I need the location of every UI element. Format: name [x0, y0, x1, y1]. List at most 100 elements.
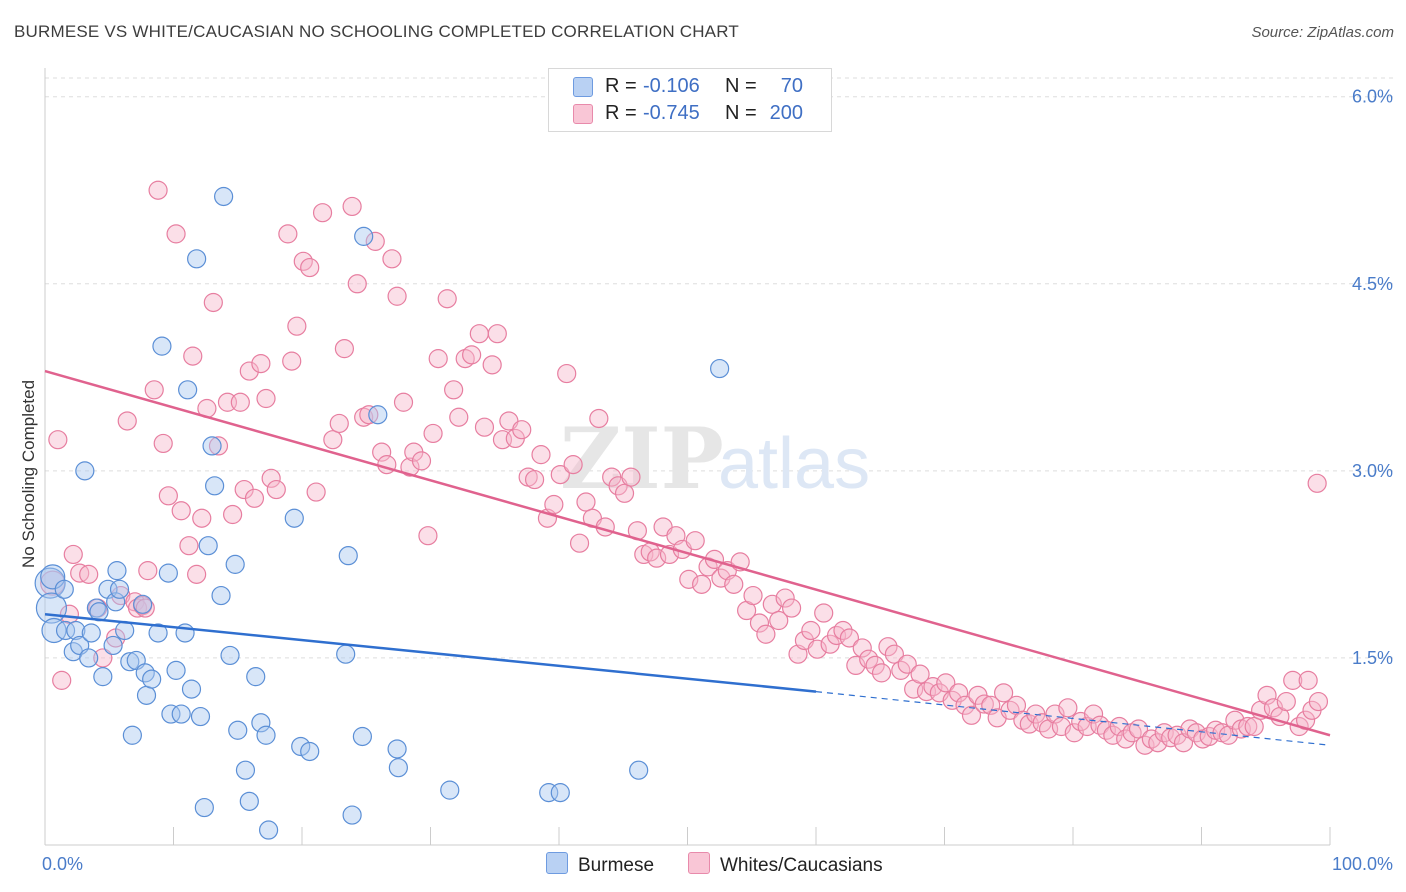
data-point-burmese	[368, 405, 388, 425]
legend-swatch-white	[573, 104, 593, 124]
data-point-white-caucasian	[261, 468, 281, 488]
data-point-white-caucasian	[239, 361, 259, 381]
data-point-white-caucasian	[1000, 700, 1020, 720]
y-tick-label: 4.5%	[1352, 274, 1393, 294]
data-point-burmese	[171, 704, 191, 724]
bottom-legend-burmese: Burmese	[546, 852, 654, 877]
data-point-white-caucasian	[462, 345, 482, 365]
data-point-burmese	[142, 669, 162, 689]
tick-labels: 1.5% 3.0% 4.5% 6.0% 0.0% 100.0%	[42, 87, 1393, 874]
data-point-white-caucasian	[839, 628, 860, 648]
data-point-burmese	[539, 783, 559, 803]
legend-row-white: R = -0.745 N = 200	[563, 102, 803, 126]
data-point-burmese	[190, 706, 211, 727]
data-point-white-caucasian	[59, 604, 80, 624]
data-point-white-caucasian	[372, 442, 392, 462]
data-point-white-caucasian	[423, 423, 443, 444]
data-point-white-caucasian	[1083, 704, 1104, 724]
data-point-white-caucasian	[994, 683, 1014, 703]
data-point-burmese	[181, 679, 202, 699]
data-point-white-caucasian	[814, 603, 834, 623]
data-point-burmese	[550, 783, 570, 803]
y-tick-label: 3.0%	[1352, 461, 1393, 481]
data-point-burmese	[194, 797, 214, 818]
data-point-burmese	[246, 667, 266, 687]
data-point-white-caucasian	[230, 392, 250, 412]
data-point-white-caucasian	[487, 324, 507, 344]
y-tick-label: 1.5%	[1352, 648, 1393, 668]
data-point-white-caucasian	[400, 457, 420, 477]
data-point-white-caucasian	[949, 683, 969, 703]
data-point-white-caucasian	[63, 544, 83, 565]
data-point-white-caucasian	[171, 501, 191, 521]
data-point-white-caucasian	[418, 526, 438, 546]
data-point-burmese	[136, 685, 157, 705]
data-point-burmese	[109, 579, 130, 599]
data-point-white-caucasian	[244, 488, 265, 508]
data-point-white-caucasian	[266, 479, 286, 500]
data-point-white-caucasian	[1257, 685, 1277, 705]
data-point-burmese	[251, 713, 271, 733]
data-point-white-caucasian	[342, 196, 362, 217]
data-point-white-caucasian	[127, 598, 148, 618]
data-point-white-caucasian	[138, 561, 158, 581]
zipatlas-watermark: ZIP atlas	[560, 409, 870, 508]
data-point-burmese	[214, 186, 234, 207]
data-point-white-caucasian	[312, 203, 333, 223]
data-point-burmese	[34, 567, 66, 599]
data-point-white-caucasian	[852, 638, 872, 658]
data-point-white-caucasian	[589, 408, 609, 429]
data-point-burmese	[166, 660, 186, 680]
series-white-caucasian	[40, 180, 1329, 755]
data-point-white-caucasian	[192, 508, 212, 528]
data-point-burmese	[148, 623, 168, 643]
legend-row-burmese: R = -0.106 N = 70	[563, 75, 803, 99]
data-point-white-caucasian	[393, 392, 414, 412]
bottom-legend-white: Whites/Caucasians	[688, 852, 883, 877]
data-point-burmese	[120, 652, 140, 672]
data-point-burmese	[205, 476, 225, 496]
data-point-white-caucasian	[1307, 473, 1327, 493]
data-point-burmese	[220, 645, 240, 666]
data-point-white-caucasian	[179, 536, 199, 556]
data-point-white-caucasian	[1244, 716, 1264, 737]
data-point-white-caucasian	[282, 351, 302, 371]
data-point-white-caucasian	[961, 705, 982, 725]
data-point-white-caucasian	[52, 670, 72, 690]
legend-r-label: R =	[605, 75, 643, 97]
data-point-white-caucasian	[287, 316, 307, 336]
data-point-white-caucasian	[79, 564, 99, 584]
data-point-white-caucasian	[437, 289, 457, 309]
data-point-burmese	[107, 561, 127, 581]
data-point-burmese	[388, 758, 408, 778]
data-point-white-caucasian	[833, 620, 853, 641]
data-point-white-caucasian	[251, 353, 271, 374]
data-point-burmese	[710, 358, 730, 379]
legend-n-label: N =	[725, 102, 763, 124]
data-point-white-caucasian	[512, 420, 532, 440]
legend-r-value: -0.745	[643, 102, 700, 124]
data-point-white-caucasian	[323, 430, 343, 450]
data-point-white-caucasian	[910, 664, 930, 684]
data-point-white-caucasian	[187, 564, 207, 584]
data-point-white-caucasian	[158, 486, 178, 506]
legend-r-label: R =	[605, 102, 643, 124]
data-point-white-caucasian	[1096, 720, 1117, 740]
data-point-burmese	[342, 805, 362, 825]
data-point-white-caucasian	[756, 624, 776, 644]
data-point-burmese	[54, 579, 74, 599]
data-point-white-caucasian	[801, 620, 821, 641]
legend-swatch-burmese	[573, 77, 593, 97]
data-point-burmese	[336, 644, 356, 664]
data-point-burmese	[79, 648, 99, 668]
data-point-white-caucasian	[278, 224, 298, 244]
data-point-white-caucasian	[878, 637, 898, 657]
watermark-atlas: atlas	[718, 424, 870, 504]
data-point-white-caucasian	[1308, 691, 1329, 712]
data-point-white-caucasian	[749, 613, 770, 633]
data-point-burmese	[122, 725, 142, 745]
bottom-legend-swatch-white	[688, 852, 710, 874]
x-tick-label: 100.0%	[1332, 854, 1393, 874]
data-point-burmese	[256, 725, 276, 745]
data-point-burmese	[211, 585, 231, 606]
